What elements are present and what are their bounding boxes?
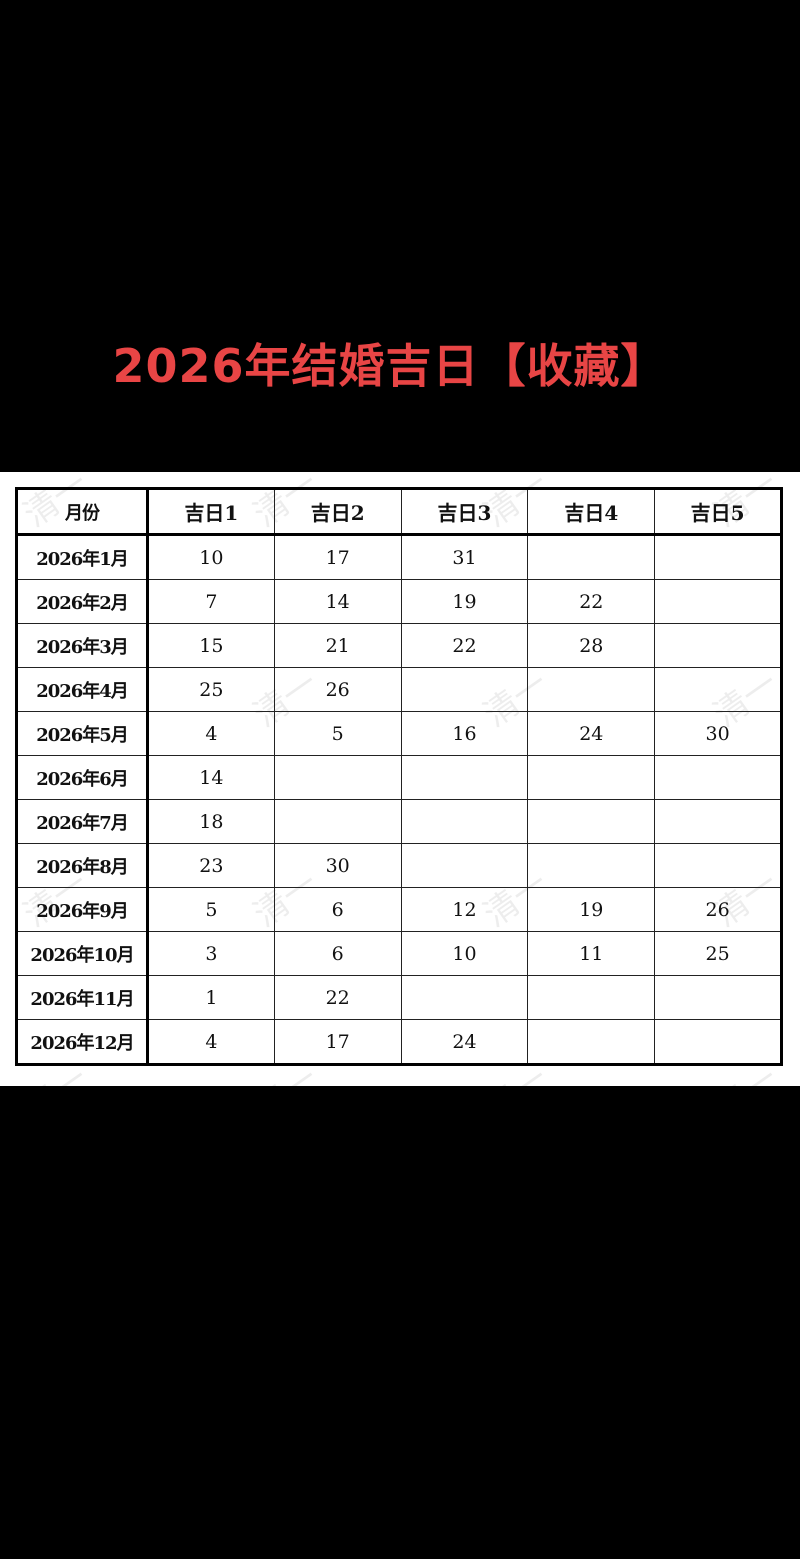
- header-day-2: 吉日2: [273, 488, 402, 536]
- calendar-sheet: 清一清一清一清一清一清一清一清一清一清一清一清一清一清一清一 月份吉日1吉日2吉…: [0, 472, 800, 1086]
- table-header-row: 月份 吉日1 吉日2 吉日3 吉日4 吉日5: [16, 488, 782, 536]
- day-cell: [654, 1019, 782, 1065]
- day-cell: 5: [147, 887, 275, 932]
- day-cell: 7: [147, 579, 275, 624]
- table-row: 2026年12月 4 17 24: [16, 1019, 782, 1065]
- table-row: 2026年6月 14: [16, 755, 782, 800]
- month-cell: 2026年6月: [16, 755, 149, 800]
- day-cell: [527, 755, 656, 800]
- day-cell: 5: [273, 711, 402, 756]
- day-cell: 11: [527, 931, 656, 976]
- month-cell: 2026年4月: [16, 667, 149, 712]
- month-cell: 2026年10月: [16, 931, 149, 976]
- table-row: 2026年2月 7 14 19 22: [16, 579, 782, 624]
- month-cell: 2026年9月: [16, 887, 149, 932]
- day-cell: 24: [400, 1019, 529, 1065]
- month-cell: 2026年2月: [16, 579, 149, 624]
- day-cell: 14: [147, 755, 275, 800]
- day-cell: [400, 843, 529, 888]
- table-row: 2026年1月 10 17 31: [16, 534, 782, 580]
- day-cell: 15: [147, 623, 275, 668]
- day-cell: 26: [273, 667, 402, 712]
- day-cell: 25: [147, 667, 275, 712]
- table-row: 2026年11月 1 22: [16, 975, 782, 1020]
- day-cell: 6: [273, 887, 402, 932]
- day-cell: 16: [400, 711, 529, 756]
- table-row: 2026年10月 3 6 10 11 25: [16, 931, 782, 976]
- day-cell: 4: [147, 1019, 275, 1065]
- day-cell: 22: [527, 579, 656, 624]
- day-cell: [654, 579, 782, 624]
- table-row: 2026年4月 25 26: [16, 667, 782, 712]
- day-cell: [654, 755, 782, 800]
- day-cell: [654, 799, 782, 844]
- day-cell: [400, 755, 529, 800]
- table-row: 2026年5月 4 5 16 24 30: [16, 711, 782, 756]
- day-cell: [527, 1019, 656, 1065]
- month-cell: 2026年11月: [16, 975, 149, 1020]
- day-cell: [527, 799, 656, 844]
- day-cell: [527, 667, 656, 712]
- header-day-3: 吉日3: [400, 488, 529, 536]
- day-cell: [527, 843, 656, 888]
- day-cell: [273, 755, 402, 800]
- day-cell: 19: [400, 579, 529, 624]
- day-cell: 10: [400, 931, 529, 976]
- day-cell: 26: [654, 887, 782, 932]
- table-row: 2026年9月 5 6 12 19 26: [16, 887, 782, 932]
- table-row: 2026年3月 15 21 22 28: [16, 623, 782, 668]
- day-cell: 18: [147, 799, 275, 844]
- day-cell: 3: [147, 931, 275, 976]
- day-cell: 14: [273, 579, 402, 624]
- day-cell: 30: [654, 711, 782, 756]
- month-cell: 2026年3月: [16, 623, 149, 668]
- header-month: 月份: [16, 488, 149, 536]
- day-cell: 28: [527, 623, 656, 668]
- month-cell: 2026年8月: [16, 843, 149, 888]
- day-cell: 24: [527, 711, 656, 756]
- day-cell: [273, 799, 402, 844]
- day-cell: 4: [147, 711, 275, 756]
- day-cell: 17: [273, 534, 402, 580]
- day-cell: [654, 534, 782, 580]
- day-cell: 6: [273, 931, 402, 976]
- table-row: 2026年7月 18: [16, 799, 782, 844]
- day-cell: 22: [400, 623, 529, 668]
- header-day-4: 吉日4: [527, 488, 656, 536]
- month-cell: 2026年1月: [16, 534, 149, 580]
- day-cell: [400, 667, 529, 712]
- month-cell: 2026年5月: [16, 711, 149, 756]
- day-cell: [527, 534, 656, 580]
- table-row: 2026年8月 23 30: [16, 843, 782, 888]
- day-cell: [654, 623, 782, 668]
- day-cell: 25: [654, 931, 782, 976]
- day-cell: [654, 843, 782, 888]
- day-cell: 12: [400, 887, 529, 932]
- day-cell: 17: [273, 1019, 402, 1065]
- day-cell: 31: [400, 534, 529, 580]
- header-day-1: 吉日1: [147, 488, 275, 536]
- day-cell: [654, 667, 782, 712]
- month-cell: 2026年7月: [16, 799, 149, 844]
- header-day-5: 吉日5: [654, 488, 782, 536]
- day-cell: 21: [273, 623, 402, 668]
- day-cell: [527, 975, 656, 1020]
- day-cell: 22: [273, 975, 402, 1020]
- day-cell: 10: [147, 534, 275, 580]
- day-cell: [400, 975, 529, 1020]
- day-cell: [654, 975, 782, 1020]
- auspicious-days-table: 月份 吉日1 吉日2 吉日3 吉日4 吉日5 2026年1月 10 17 31 2026年2月 7 1…: [15, 487, 783, 1066]
- day-cell: 30: [273, 843, 402, 888]
- day-cell: 1: [147, 975, 275, 1020]
- day-cell: 19: [527, 887, 656, 932]
- day-cell: 23: [147, 843, 275, 888]
- month-cell: 2026年12月: [16, 1019, 149, 1065]
- day-cell: [400, 799, 529, 844]
- page-title: 2026年结婚吉日【收藏】: [112, 339, 668, 393]
- table-body: 2026年1月 10 17 31 2026年2月 7 14 19 22 2026年3月 15 21 22…: [16, 534, 782, 1065]
